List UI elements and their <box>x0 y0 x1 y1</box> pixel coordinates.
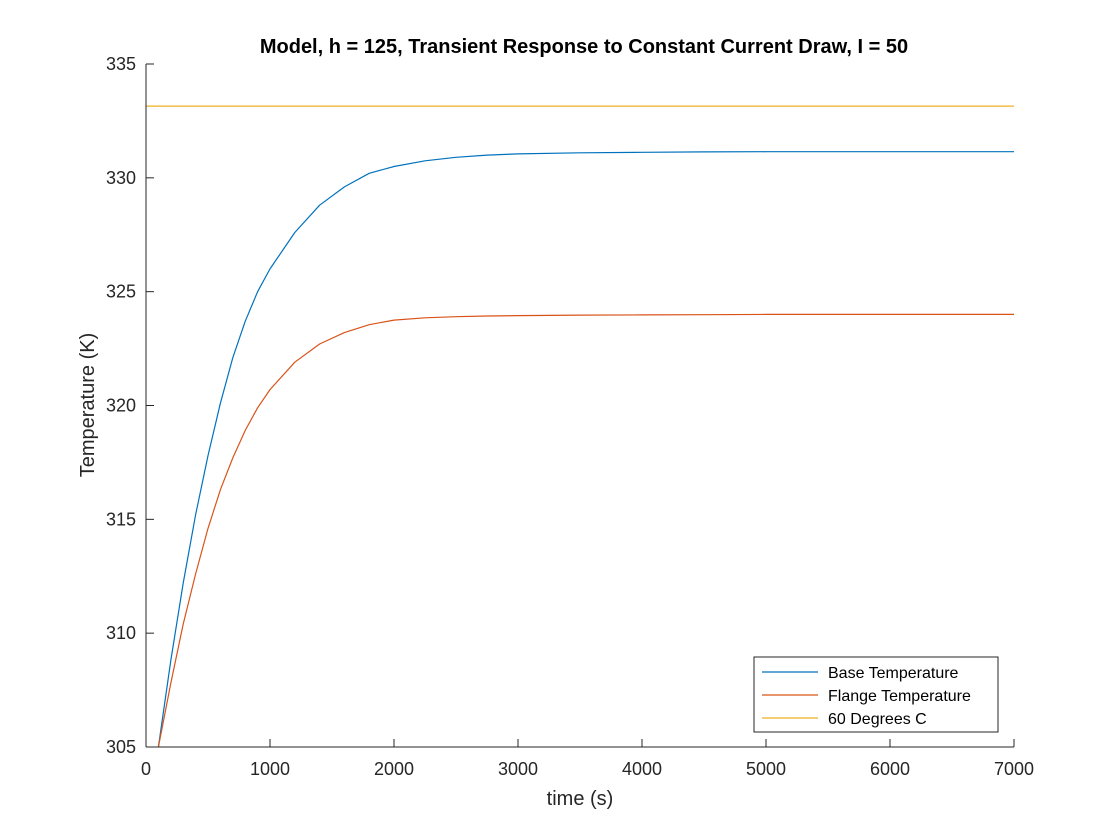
x-tick-label: 7000 <box>994 759 1034 779</box>
x-axis-label: time (s) <box>547 788 614 810</box>
series-layer <box>146 105 1014 748</box>
x-tick-label: 4000 <box>622 759 662 779</box>
series-line-0 <box>157 151 1014 748</box>
legend: Base Temperature Flange Temperature 60 Deg… <box>753 656 999 733</box>
y-tick-label: 320 <box>106 396 136 416</box>
y-tick-label: 315 <box>106 509 136 529</box>
y-tick-label: 330 <box>106 168 136 188</box>
y-ticks: 305 310 315 320 325 330 335 <box>106 54 154 757</box>
x-ticks: 0 1000 2000 3000 4000 5000 6000 7000 <box>141 739 1034 779</box>
y-tick-label: 305 <box>106 737 136 757</box>
x-tick-label: 5000 <box>746 759 786 779</box>
chart-title: Model, h = 125, Transient Response to Co… <box>260 36 908 58</box>
legend-label-0: Base Temperature <box>828 665 959 682</box>
y-tick-label: 335 <box>106 54 136 74</box>
y-axis-label: Temperature (K) <box>77 333 99 478</box>
y-tick-label: 325 <box>106 282 136 302</box>
x-tick-label: 3000 <box>498 759 538 779</box>
x-tick-label: 0 <box>141 759 151 779</box>
x-tick-label: 6000 <box>870 759 910 779</box>
x-tick-label: 1000 <box>250 759 290 779</box>
y-tick-label: 310 <box>106 623 136 643</box>
legend-label-2: 60 Degrees C <box>828 711 927 728</box>
series-line-1 <box>157 313 1014 748</box>
legend-label-1: Flange Temperature <box>828 688 971 705</box>
x-tick-label: 2000 <box>374 759 414 779</box>
